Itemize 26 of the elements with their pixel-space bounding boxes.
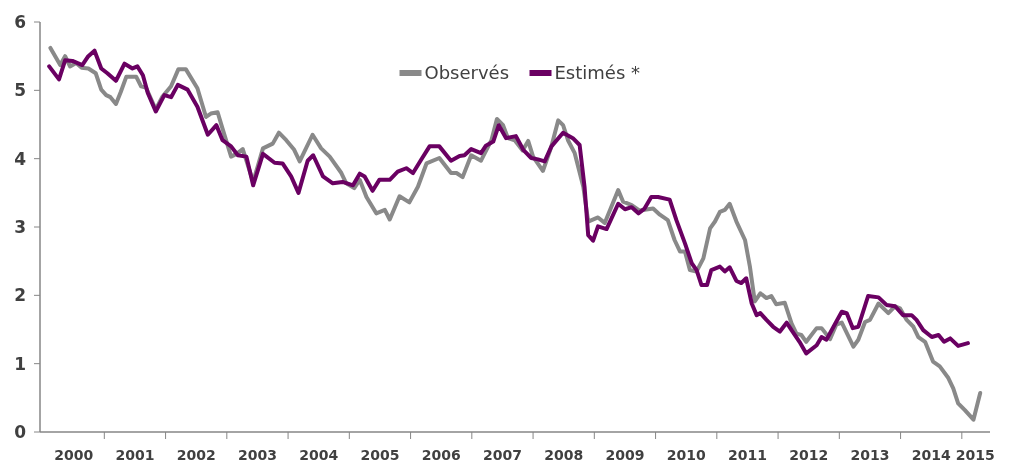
x-tick-label: 2001 — [115, 447, 155, 463]
x-tick-label: 2009 — [605, 447, 645, 463]
legend-label: Estimés * — [554, 62, 641, 83]
x-tick-label: 2010 — [666, 447, 706, 463]
x-tick-label: 2003 — [237, 447, 277, 463]
line-series — [47, 48, 970, 356]
x-tick-label: 2014 — [911, 447, 951, 463]
x-tick-label: 2015 — [955, 447, 995, 463]
x-tick-label: 2011 — [727, 447, 767, 463]
x-tick-label: 2004 — [299, 447, 339, 463]
x-tick-label: 2007 — [482, 447, 522, 463]
x-tick-label: 2012 — [789, 447, 829, 463]
x-tick-label: 2002 — [176, 447, 216, 463]
x-tick-label: 2008 — [544, 447, 584, 463]
y-tick-label: 5 — [14, 80, 26, 101]
y-tick-label: 2 — [14, 285, 26, 306]
legend-label: Observés — [424, 62, 510, 83]
x-tick-label: 2005 — [360, 447, 400, 463]
x-tick-label: 2013 — [850, 447, 890, 463]
y-tick-label: 0 — [14, 421, 27, 442]
x-tick-label: 2000 — [54, 447, 94, 463]
x-tick-label: 2006 — [421, 447, 461, 463]
y-tick-label: 3 — [14, 216, 26, 237]
y-tick-label: 1 — [14, 353, 26, 374]
y-tick-label: 4 — [14, 148, 27, 169]
y-tick-label: 6 — [14, 11, 26, 32]
